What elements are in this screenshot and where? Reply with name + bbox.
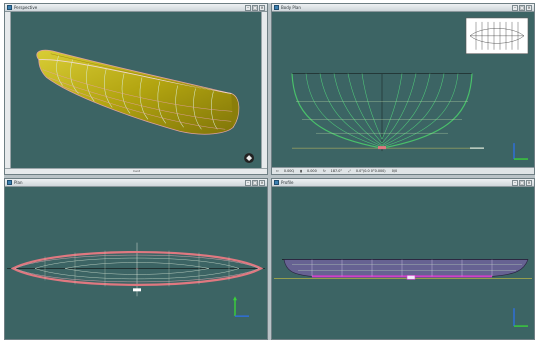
plan-title: Plan <box>14 180 23 185</box>
deck-line <box>50 53 236 96</box>
profile-buttock-lines <box>292 264 522 271</box>
profile-titlebar: Profile – □ × <box>272 179 534 187</box>
profile-hull <box>283 259 529 277</box>
right-ruler[interactable] <box>261 12 267 174</box>
plan-station-lines <box>44 250 230 287</box>
window-icon <box>274 5 279 10</box>
minimize-button[interactable]: – <box>512 180 518 186</box>
profile-keel-marker <box>406 275 416 280</box>
close-button[interactable]: × <box>526 180 532 186</box>
body-plan-canvas[interactable] <box>272 12 534 166</box>
waterlines <box>42 69 234 130</box>
profile-drawing <box>274 259 532 327</box>
view-orientation-icon <box>244 153 255 164</box>
plan-inset-thumbnail <box>465 17 529 55</box>
transom <box>231 93 240 128</box>
plan-hull-outline <box>10 251 264 286</box>
window-icon <box>274 180 279 185</box>
keel-marker <box>378 146 386 150</box>
close-button[interactable]: × <box>259 180 265 186</box>
window-controls: – □ × <box>245 5 265 11</box>
profile-viewport[interactable]: Profile – □ × <box>271 178 535 340</box>
window-controls: – □ × <box>245 180 265 186</box>
axis-gizmo-icon <box>233 296 249 317</box>
plan-titlebar: Plan – □ × <box>5 179 267 187</box>
hull-surface <box>36 49 239 135</box>
plan-center-mark: ~ <box>135 266 138 271</box>
close-button[interactable]: × <box>526 5 532 11</box>
close-button[interactable]: × <box>259 5 265 11</box>
plan-viewport[interactable]: Plan – □ × <box>4 178 268 340</box>
plan-canvas[interactable]: ~ <box>5 187 267 339</box>
status-value: 0.000 <box>307 169 317 173</box>
axis-gizmo-icon <box>513 143 528 160</box>
perspective-canvas[interactable] <box>11 12 261 168</box>
plan-hull-inner <box>14 254 260 283</box>
minimize-button[interactable]: – <box>245 5 251 11</box>
maximize-button[interactable]: □ <box>519 180 525 186</box>
maximize-button[interactable]: □ <box>252 180 258 186</box>
maximize-button[interactable]: □ <box>252 5 258 11</box>
body-plan-titlebar: Body Plan – □ × <box>272 4 534 12</box>
window-icon <box>7 180 12 185</box>
profile-station-lines <box>311 259 493 277</box>
body-waterlines <box>296 101 468 134</box>
status-bar-icon: ▮ <box>300 169 303 173</box>
maximize-button[interactable]: □ <box>519 5 525 11</box>
left-ruler[interactable] <box>5 12 11 174</box>
body-plan-title: Body Plan <box>281 5 301 10</box>
ruler-label: Cent <box>133 169 141 173</box>
body-plan-drawing <box>291 17 529 160</box>
station-sections <box>305 73 459 148</box>
status-link-icon: ⤢ <box>348 169 351 173</box>
hull-design-workspace: Perspective – □ × Cent <box>4 3 535 340</box>
minimize-button[interactable]: – <box>512 5 518 11</box>
window-icon <box>7 5 12 10</box>
status-rotate-icon: ↻ <box>322 169 326 173</box>
perspective-title: Perspective <box>14 5 38 10</box>
profile-title: Profile <box>281 180 294 185</box>
window-controls: – □ × <box>512 5 532 11</box>
profile-canvas[interactable] <box>272 187 534 339</box>
plan-keel-marker <box>133 288 141 292</box>
status-count: 0/0 <box>391 169 398 173</box>
status-move-icon: ⇔ <box>276 169 279 173</box>
axis-gizmo-icon <box>513 308 528 327</box>
body-plan-status-bar: ⇔ 0.00Q ▮ 0.000 ↻ 187.0° ⤢ 0.0°(0.0 0°0.000)… <box>272 167 534 174</box>
window-controls: – □ × <box>512 180 532 186</box>
status-coordinates: 0.0°(0.0 0°0.000) <box>355 169 386 173</box>
plan-waterlines <box>34 257 240 280</box>
body-plan-viewport[interactable]: Body Plan – □ × <box>271 3 535 175</box>
perspective-viewport[interactable]: Perspective – □ × Cent <box>4 3 268 175</box>
status-angle: 187.0° <box>330 169 343 173</box>
perspective-hull-drawing <box>36 49 255 164</box>
status-offset: 0.00Q <box>283 169 295 173</box>
bottom-ruler[interactable]: Cent <box>5 168 267 174</box>
plan-drawing: ~ <box>7 242 265 317</box>
perspective-titlebar: Perspective – □ × <box>5 4 267 12</box>
minimize-button[interactable]: – <box>245 180 251 186</box>
